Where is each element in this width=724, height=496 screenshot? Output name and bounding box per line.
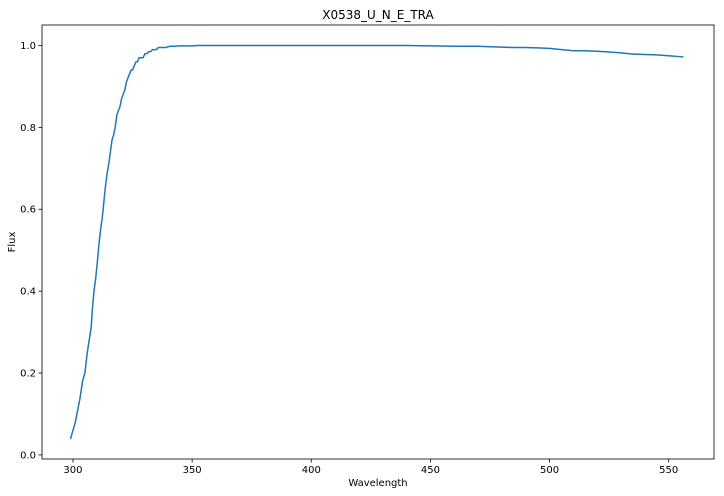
x-tick-label: 300: [63, 465, 82, 476]
x-tick-label: 450: [421, 465, 440, 476]
x-axis-label: Wavelength: [348, 478, 407, 489]
y-tick-label: 0.6: [20, 205, 36, 216]
y-tick-label: 0.4: [20, 287, 36, 298]
x-tick-label: 550: [659, 465, 678, 476]
y-tick-label: 1.0: [20, 41, 36, 52]
x-tick-label: 350: [183, 465, 202, 476]
y-tick-label: 0.8: [20, 123, 36, 134]
x-tick-label: 500: [540, 465, 559, 476]
axes-frame: [41, 24, 715, 460]
flux-series-line: [69, 44, 684, 440]
y-tick-label: 0.0: [20, 450, 36, 461]
x-tick-label: 400: [302, 465, 321, 476]
chart-title: X0538_U_N_E_TRA: [322, 8, 434, 22]
y-tick-label: 0.2: [20, 369, 36, 380]
plot-area: 300 350 400 450 500 550 0.0 0.2 0.4 0.6 0.8 1.0: [20, 24, 715, 476]
y-axis-label: Flux: [7, 232, 18, 253]
